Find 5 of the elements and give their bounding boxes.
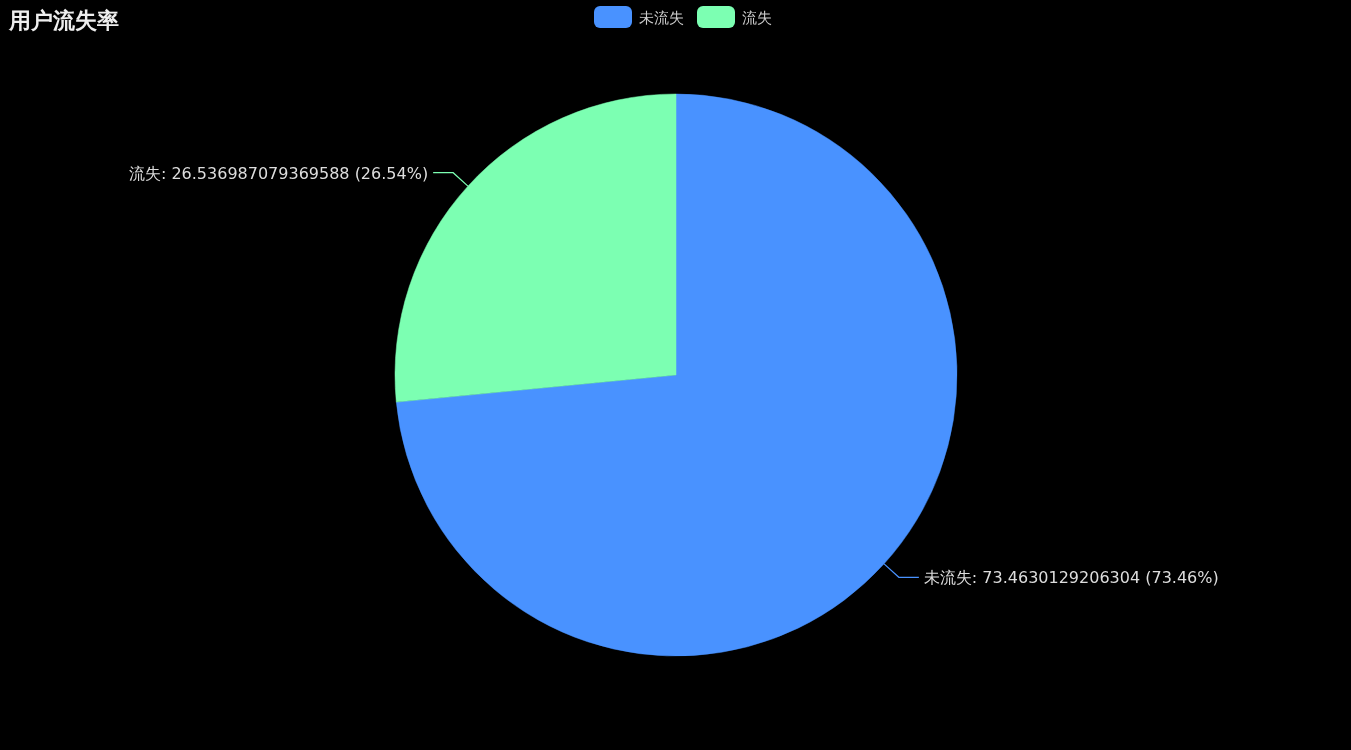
legend-label: 未流失 [639,9,684,27]
legend-label: 流失 [742,9,772,27]
data-label: 流失: 26.536987079369588 (26.54%) [128,163,429,183]
data-label: 未流失: 73.4630129206304 (73.46%) [923,568,1219,588]
chart-title: 用户流失率 [8,8,119,33]
